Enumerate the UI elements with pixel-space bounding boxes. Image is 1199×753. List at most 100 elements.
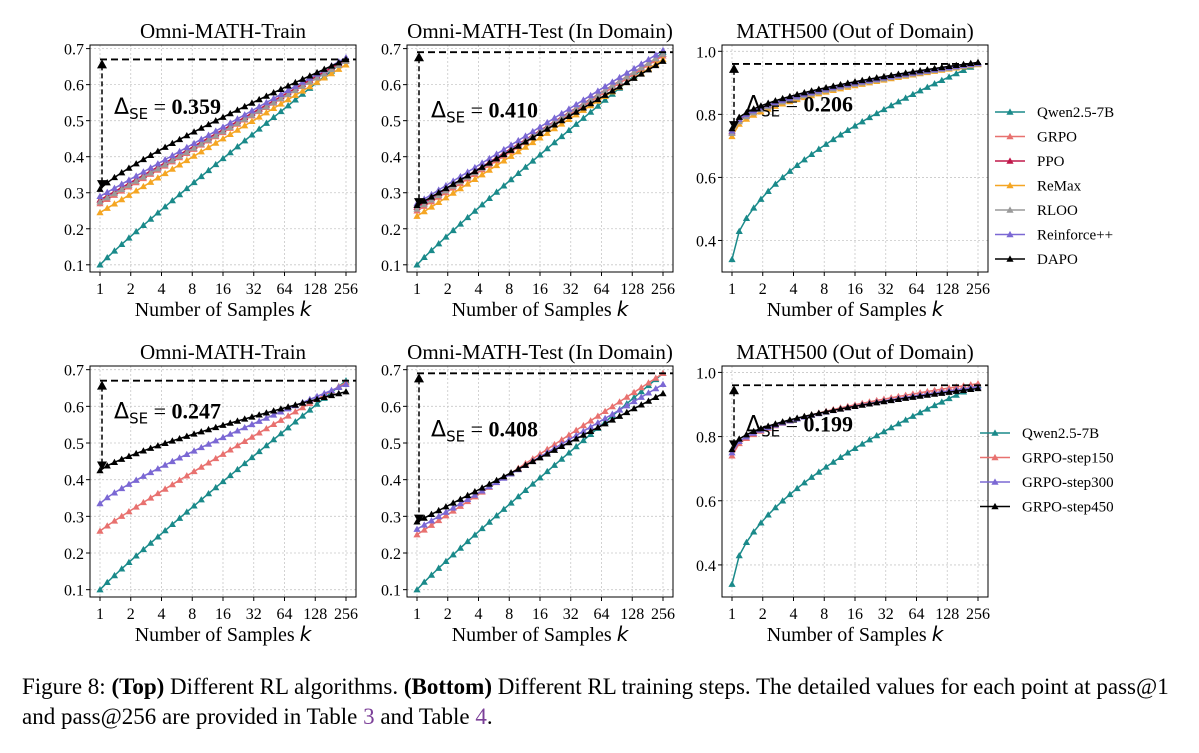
data-point <box>601 91 609 98</box>
data-point <box>420 207 428 215</box>
data-point <box>507 175 515 183</box>
data-point <box>500 182 508 189</box>
delta-arrow-head-up <box>729 63 739 73</box>
data-point <box>735 551 743 559</box>
data-point <box>550 138 559 146</box>
data-point <box>435 516 443 524</box>
x-tick-label: 16 <box>847 606 863 623</box>
data-point <box>435 189 443 196</box>
data-point <box>456 544 465 551</box>
y-tick-label: 0.4 <box>381 150 401 167</box>
x-tick-label: 64 <box>909 281 925 298</box>
data-point <box>132 187 140 194</box>
legend-swatch-marker <box>991 478 999 485</box>
data-point <box>938 76 946 83</box>
data-point <box>197 496 205 503</box>
data-point <box>175 190 184 198</box>
series-dapo <box>96 55 350 192</box>
data-point <box>858 401 866 408</box>
data-point <box>139 173 148 180</box>
data-point <box>270 407 278 414</box>
data-point <box>161 160 169 168</box>
data-point <box>492 188 501 195</box>
y-tick-label: 0.3 <box>64 509 84 526</box>
data-point <box>938 63 946 71</box>
data-point <box>880 72 888 80</box>
caption-top-bold: (Top) <box>111 674 165 699</box>
table-ref-3[interactable]: 3 <box>363 704 375 729</box>
data-point <box>212 483 220 491</box>
data-point <box>413 531 421 538</box>
data-point <box>132 552 140 559</box>
y-tick-label: 0.7 <box>64 42 84 59</box>
data-point <box>521 486 530 493</box>
data-point <box>190 178 198 186</box>
data-point <box>284 95 292 103</box>
data-point <box>154 209 162 216</box>
data-point <box>887 396 895 404</box>
data-point <box>183 508 191 515</box>
data-point <box>204 425 213 433</box>
data-point <box>873 399 881 406</box>
y-tick-label: 0.6 <box>64 78 84 95</box>
data-point <box>219 421 227 428</box>
caption-fig-label: Figure 8: <box>22 674 112 699</box>
data-point <box>807 150 816 158</box>
data-point <box>219 154 227 162</box>
data-point <box>197 428 205 435</box>
data-point <box>435 512 443 520</box>
data-point <box>241 111 249 118</box>
data-point <box>219 113 227 120</box>
data-point <box>241 437 249 444</box>
data-point <box>456 172 465 180</box>
data-point <box>103 493 111 501</box>
data-point <box>291 78 299 86</box>
delta-se-label: ΔSE = 0.199 <box>746 411 853 440</box>
y-tick-label: 0.7 <box>381 363 401 380</box>
data-point <box>514 148 522 155</box>
data-point <box>550 440 559 448</box>
data-point <box>902 416 910 423</box>
data-point <box>132 172 140 179</box>
data-point <box>255 102 263 110</box>
data-point <box>742 538 751 545</box>
data-point <box>125 507 133 515</box>
data-point <box>652 61 660 69</box>
data-point <box>550 124 559 132</box>
x-tick-label: 4 <box>475 281 483 298</box>
data-point <box>529 127 537 135</box>
data-point <box>449 189 457 196</box>
y-tick-label: 0.6 <box>381 399 401 416</box>
data-point <box>851 402 859 410</box>
data-point <box>132 449 140 457</box>
data-point <box>507 141 515 148</box>
data-point <box>154 442 162 449</box>
table-ref-4[interactable]: 4 <box>475 704 487 729</box>
data-point <box>735 435 743 442</box>
data-point <box>608 402 616 410</box>
data-point <box>938 398 946 405</box>
data-point <box>291 91 299 98</box>
data-point <box>175 514 184 521</box>
x-tick-label: 256 <box>334 281 358 298</box>
data-point <box>902 394 910 401</box>
data-point <box>471 167 479 175</box>
data-point <box>565 126 573 133</box>
data-point <box>284 412 292 419</box>
legend-label: PPO <box>1037 154 1065 170</box>
data-point <box>313 68 321 76</box>
data-point <box>757 195 765 202</box>
data-point <box>190 128 198 135</box>
data-point <box>536 123 544 130</box>
data-point <box>851 78 859 85</box>
x-tick-label: 4 <box>475 606 483 623</box>
data-point <box>320 70 328 77</box>
x-axis-label: Number of Samples k <box>767 297 945 321</box>
data-point <box>233 427 242 434</box>
data-point <box>851 444 859 452</box>
data-point <box>514 492 522 500</box>
data-point <box>226 471 234 479</box>
data-point <box>442 184 450 192</box>
data-point <box>800 156 808 163</box>
caption-and-text: and Table <box>374 704 476 729</box>
